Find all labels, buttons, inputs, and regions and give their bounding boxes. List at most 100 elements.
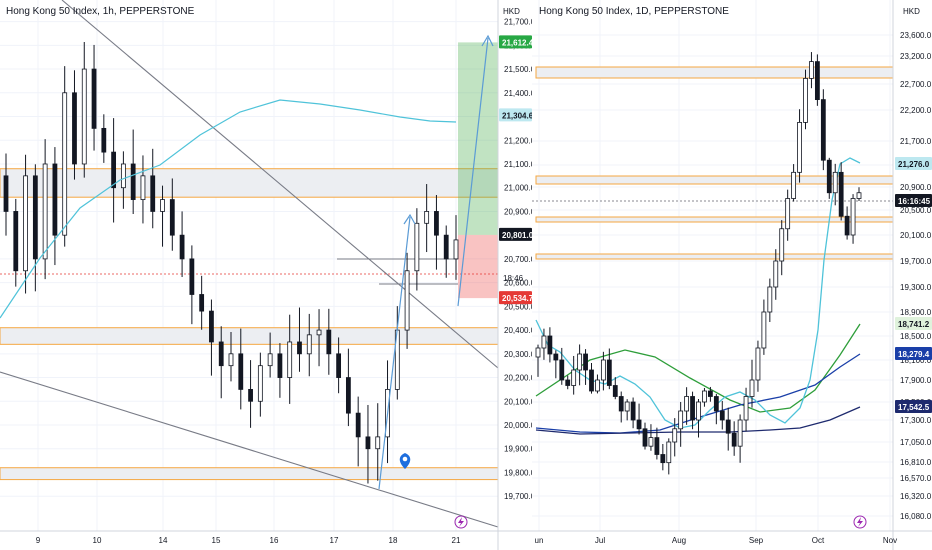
location-marker-dot xyxy=(402,456,408,462)
right-candle-body xyxy=(850,198,856,236)
left-ytick-label: 21,700.0 xyxy=(504,18,536,27)
right-ytick-label: 22,200.0 xyxy=(900,106,932,115)
right-candle-body xyxy=(826,159,832,194)
left-candle-body xyxy=(179,234,185,260)
left-candle-body xyxy=(365,436,371,450)
left-price-axis[interactable]: 21,700.021,600.021,500.021,400.021,300.0… xyxy=(504,18,536,502)
left-candle-body xyxy=(257,365,263,402)
right-candle-body xyxy=(761,311,767,349)
right-ytick-label: 20,900.0 xyxy=(900,183,932,192)
left-candles xyxy=(3,42,459,484)
right-ytick-label: 16,810.0 xyxy=(900,458,932,467)
right-ytick-label: 23,200.0 xyxy=(900,52,932,61)
right-candle-body xyxy=(541,335,547,349)
left-overlays xyxy=(0,34,494,529)
right-candles xyxy=(535,52,867,529)
left-ytick-label: 21,400.0 xyxy=(504,89,536,98)
right-candle-body xyxy=(678,410,684,430)
right-xtick-label: Sep xyxy=(749,536,764,545)
left-ytick-label: 20,300.0 xyxy=(504,350,536,359)
left-candle-body xyxy=(453,239,459,260)
left-candle-body xyxy=(345,377,351,414)
left-descending-trendline xyxy=(61,0,499,369)
left-xtick-label: 18 xyxy=(389,536,398,545)
left-lightning-bolt xyxy=(458,517,464,527)
left-candle-body xyxy=(375,436,381,450)
left-price-badges: 21,612.4 21,304.6 20,801.0 18:46 20,534.7 xyxy=(499,35,534,305)
right-xtick-label: Aug xyxy=(672,536,686,545)
left-candle-body xyxy=(3,175,9,212)
left-candle-body xyxy=(101,127,107,153)
right-ytick-label: 16,570.0 xyxy=(900,474,932,483)
right-candle-body xyxy=(642,428,648,447)
right-candle-body xyxy=(571,369,577,386)
left-candle-body xyxy=(355,412,361,438)
right-xtick-label: un xyxy=(535,536,544,545)
left-candle-body xyxy=(238,353,244,390)
right-candle-body xyxy=(589,369,594,392)
left-xtick-label: 17 xyxy=(330,536,339,545)
right-candle-body xyxy=(636,419,642,430)
right-ytick-label: 20,500.0 xyxy=(900,206,932,215)
left-currency-label[interactable]: HKD xyxy=(503,7,520,16)
left-trendlines xyxy=(0,0,499,528)
right-candle-body xyxy=(565,379,571,386)
left-candle-body xyxy=(199,294,205,312)
right-candle-body xyxy=(577,353,583,371)
right-lightning-bolt xyxy=(857,517,863,527)
left-candle-body xyxy=(169,199,175,236)
left-candle-body xyxy=(209,310,214,343)
right-ytick-label: 17,050.0 xyxy=(900,438,932,447)
right-candle-body xyxy=(612,385,618,397)
left-ytick-label: 20,000.0 xyxy=(504,421,536,430)
right-currency-label[interactable]: HKD xyxy=(903,7,920,16)
right-price-badges: 21,276.0 16:16:45 18,741.2 18,279.4 17,542.5 xyxy=(895,157,932,413)
right-candle-body xyxy=(583,353,588,371)
right-lightning-icon xyxy=(853,515,867,529)
left-candle-body xyxy=(120,163,126,189)
right-candle-body xyxy=(648,437,654,447)
left-ytick-label: 20,500.0 xyxy=(504,302,536,311)
right-xtick-label: Nov xyxy=(883,536,897,545)
right-price-badge: 16:16:45 xyxy=(898,197,931,206)
left-candle-body xyxy=(23,175,28,272)
left-ytick-label: 20,100.0 xyxy=(504,397,536,406)
left-candle-body xyxy=(267,353,273,367)
left-chart-title: Hong Kong 50 Index, 1h, PEPPERSTONE xyxy=(6,6,195,17)
right-time-axis[interactable]: un Jul Aug Sep Oct Nov xyxy=(535,536,898,545)
right-candle-body xyxy=(719,410,725,421)
right-candle-body xyxy=(696,401,701,421)
right-candle-body xyxy=(618,396,624,412)
left-candle-body xyxy=(277,353,283,378)
left-ytick-label: 20,900.0 xyxy=(504,207,536,216)
left-candle-body xyxy=(130,163,136,200)
right-ytick-label: 18,500.0 xyxy=(900,332,932,341)
left-chart-panel[interactable]: Hong Kong 50 Index, 1h, PEPPERSTONE HKD … xyxy=(0,0,536,550)
right-chart-panel[interactable]: Hong Kong 50 Index, 1D, PEPPERSTONE HKD … xyxy=(532,0,932,550)
right-ytick-label: 19,300.0 xyxy=(900,283,932,292)
right-candle-body xyxy=(791,171,797,199)
left-ytick-label: 20,700.0 xyxy=(504,255,536,264)
right-ytick-label: 18,100.0 xyxy=(900,356,932,365)
left-candle-body xyxy=(52,163,58,236)
right-ytick-label: 19,700.0 xyxy=(900,257,932,266)
left-time-axis[interactable]: 9 10 14 15 16 17 18 21 xyxy=(36,536,461,545)
right-ytick-label: 20,100.0 xyxy=(900,231,932,240)
left-projection-arrow-1 xyxy=(378,216,411,490)
left-candle-body xyxy=(32,175,38,260)
right-ytick-label: 18,900.0 xyxy=(900,308,932,317)
left-candle-body xyxy=(91,68,97,129)
left-price-badge: 20,801.0 xyxy=(502,231,534,240)
right-price-axis[interactable]: 23,600.0 23,200.0 22,700.0 22,200.0 21,700.0… xyxy=(900,31,932,521)
right-candle-body xyxy=(606,359,612,386)
left-candle-body xyxy=(189,258,195,295)
right-candle-body xyxy=(820,99,826,161)
right-ytick-label: 22,700.0 xyxy=(900,80,932,89)
right-candle-body xyxy=(725,419,731,434)
left-xtick-label: 10 xyxy=(93,536,102,545)
left-lower-trendline xyxy=(0,371,499,528)
right-candle-body xyxy=(535,347,541,358)
left-candle-body xyxy=(306,334,312,355)
right-candle-body xyxy=(595,379,600,392)
